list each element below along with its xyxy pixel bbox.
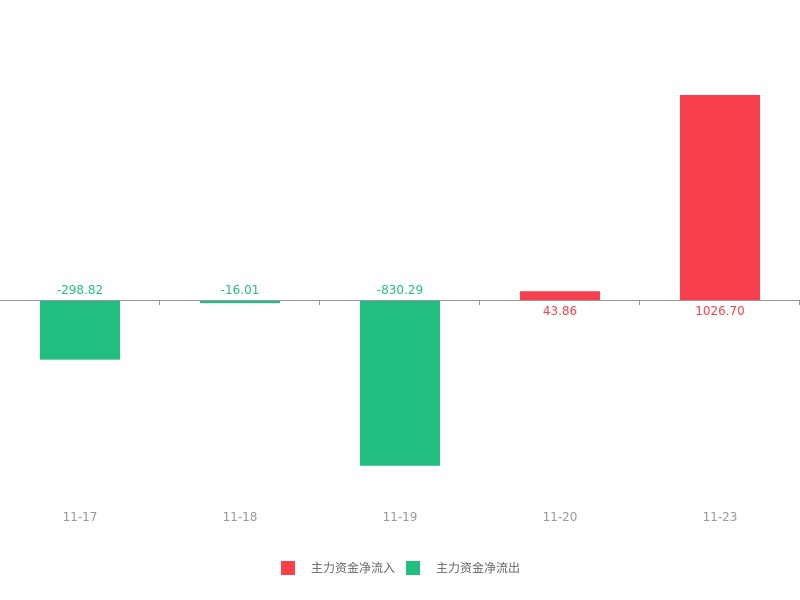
legend-label-inflow[interactable]: 主力资金净流入	[311, 560, 395, 575]
x-tick-label-11-23: 11-23	[703, 510, 738, 524]
legend-label-outflow[interactable]: 主力资金净流出	[436, 560, 520, 575]
bar-11-18[interactable]	[200, 300, 280, 304]
bar-11-19[interactable]	[360, 300, 440, 466]
x-tick-label-11-18: 11-18	[223, 510, 258, 524]
legend-swatch-outflow[interactable]	[406, 561, 420, 575]
bars-group	[40, 95, 760, 466]
x-axis-labels: 11-17 11-18 11-19 11-20 11-23	[63, 510, 738, 524]
x-tick-label-11-20: 11-20	[543, 510, 578, 524]
data-label-11-19: -830.29	[377, 283, 423, 297]
data-label-11-17: -298.82	[57, 283, 103, 297]
data-label-11-23: 1026.70	[695, 304, 745, 318]
x-tick-label-11-19: 11-19	[383, 510, 418, 524]
data-label-11-18: -16.01	[221, 283, 260, 297]
data-labels: -298.82 -16.01 -830.29 43.86 1026.70	[57, 283, 745, 318]
data-label-11-20: 43.86	[543, 304, 577, 318]
bar-11-20[interactable]	[520, 291, 600, 300]
legend: 主力资金净流入 主力资金净流出	[281, 560, 520, 575]
bar-11-23[interactable]	[680, 95, 760, 300]
bar-11-17[interactable]	[40, 300, 120, 360]
x-tick-label-11-17: 11-17	[63, 510, 98, 524]
legend-swatch-inflow[interactable]	[281, 561, 295, 575]
